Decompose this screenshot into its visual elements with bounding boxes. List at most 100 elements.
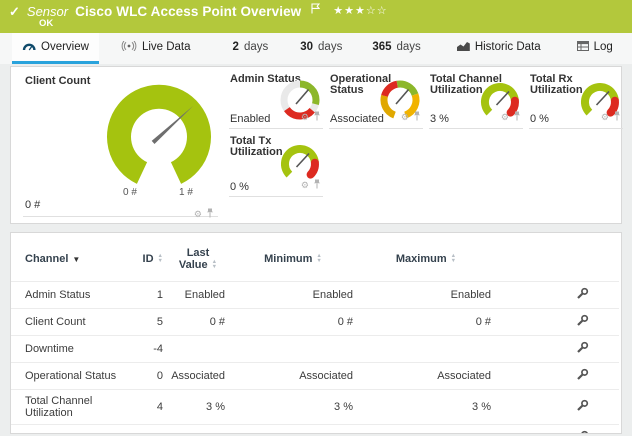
column-header-actions — [495, 233, 619, 282]
wrench-icon[interactable] — [576, 287, 589, 303]
table-header-row: Channel ▼ ID ▲ ▼ Last Value ▲ ▼ Minimum ▲ ▼ Max… — [11, 233, 619, 282]
tab-label: Live Data — [141, 41, 191, 53]
gear-icon[interactable]: ⚙ — [600, 111, 609, 122]
channel-id: 4 — [137, 389, 167, 425]
pin-icon[interactable] — [413, 108, 421, 126]
tab-2-days[interactable]: 2 days — [223, 33, 279, 64]
wrench-icon[interactable] — [576, 314, 589, 330]
status-ok-check-icon: ✓ — [9, 4, 20, 19]
last-value: 0 % — [167, 424, 229, 433]
column-header-minimum[interactable]: Minimum ▲ ▼ — [229, 233, 357, 282]
divider — [23, 216, 218, 217]
stars-empty: ☆☆ — [365, 5, 388, 17]
tab-log[interactable]: Log — [567, 33, 623, 64]
column-header-id[interactable]: ID ▲ ▼ — [137, 233, 167, 282]
maximum-value: Associated — [357, 362, 495, 390]
tab-label: Historic Data — [474, 41, 541, 53]
gear-icon[interactable]: ⚙ — [500, 111, 509, 122]
rx-utilization-gauge-chart — [580, 82, 619, 117]
channel-name[interactable]: Admin Status — [11, 281, 137, 309]
tab-label-number: 30 — [300, 41, 314, 53]
pin-icon[interactable] — [513, 108, 521, 126]
operational-status-gauge-chart — [380, 80, 420, 120]
table-row: Client Count 5 0 # 0 # 0 # — [11, 308, 619, 336]
gear-icon[interactable]: ⚙ — [300, 179, 309, 190]
bar-chart-icon — [456, 41, 470, 54]
gear-icon[interactable]: ⚙ — [300, 111, 309, 122]
channel-name[interactable]: Client Count — [11, 308, 137, 336]
sort-icon: ▲ ▼ — [157, 253, 163, 265]
column-header-last-value[interactable]: Last Value ▲ ▼ — [167, 233, 229, 282]
gauge-title: Client Count — [25, 75, 91, 87]
maximum-value: 3 % — [357, 389, 495, 425]
channel-table: Channel ▼ ID ▲ ▼ Last Value ▲ ▼ Minimum ▲ ▼ Max… — [11, 233, 619, 433]
tab-overview[interactable]: Overview — [12, 33, 99, 64]
gauge-title: Total Tx Utilization — [230, 135, 283, 158]
channel-id: 3 — [137, 424, 167, 433]
gauge-cell-operational-status: Operational Status Associated ⚙ — [327, 69, 423, 129]
priority-flag-icon[interactable] — [311, 1, 321, 19]
minimum-value: Associated — [229, 362, 357, 390]
channel-name[interactable]: Total Channel Utilization — [11, 389, 137, 425]
tab-label: Overview — [41, 41, 89, 53]
tab-historic-data[interactable]: Historic Data — [447, 33, 551, 64]
last-value: 3 % — [167, 389, 229, 425]
gauge-title: Total Channel Utilization — [430, 73, 502, 96]
object-kind-label: Sensor — [26, 4, 69, 19]
wrench-icon[interactable] — [576, 368, 589, 384]
column-header-maximum[interactable]: Maximum ▲ ▼ — [357, 233, 495, 282]
table-row: Total Rx Utilization 3 0 % 0 % 0 % — [11, 424, 619, 433]
pin-icon[interactable] — [613, 108, 621, 126]
tab-label-unit: days — [243, 41, 269, 53]
broadcast-icon — [121, 40, 137, 54]
tab-label-number: 2 — [232, 41, 239, 53]
tab-label-unit: days — [318, 41, 343, 53]
minimum-value: 3 % — [229, 389, 357, 425]
wrench-icon[interactable] — [576, 341, 589, 357]
minimum-value: 0 # — [229, 308, 357, 336]
column-label: Channel — [25, 253, 69, 265]
sort-icon: ▲ ▼ — [211, 259, 218, 271]
column-label: Last — [186, 247, 210, 259]
minimum-value: 0 % — [229, 424, 357, 433]
tab-30-days[interactable]: 30 days — [290, 33, 352, 64]
gauge-cell-total-rx-utilization: Total Rx Utilization 0 % ⚙ — [527, 69, 623, 129]
tab-365-days[interactable]: 365 days — [362, 33, 430, 64]
pin-icon[interactable] — [313, 176, 321, 194]
stars-filled: ★★★ — [333, 5, 366, 17]
sort-caret-icon: ▼ — [72, 255, 81, 264]
channel-id: 1 — [137, 281, 167, 309]
divider — [229, 128, 323, 129]
last-value: 0 # — [167, 308, 229, 336]
gauge-cell-admin-status: Admin Status Enabled ⚙ — [227, 69, 323, 129]
tab-live-data[interactable]: Live Data — [111, 33, 201, 64]
channel-name[interactable]: Operational Status — [11, 362, 137, 390]
channel-id: 0 — [137, 362, 167, 390]
table-row: Total Channel Utilization 4 3 % 3 % 3 % — [11, 389, 619, 425]
gear-icon[interactable]: ⚙ — [400, 111, 409, 122]
tab-label-unit: days — [396, 41, 421, 53]
gauges-panel: Client Count 0 # 1 # 0 # ⚙ Admin Status … — [10, 66, 623, 224]
column-label: Minimum — [264, 253, 313, 265]
tab-label: Log — [593, 41, 613, 53]
gauge-current-value: 3 % — [430, 113, 449, 125]
priority-stars[interactable]: ★★★☆☆ — [333, 4, 387, 17]
maximum-value: Enabled — [357, 281, 495, 309]
last-value: Enabled — [167, 281, 229, 309]
sort-icon: ▲ ▼ — [316, 253, 322, 265]
column-header-channel[interactable]: Channel ▼ — [11, 233, 137, 282]
channel-name[interactable]: Total Rx Utilization — [11, 424, 137, 433]
channel-id: 5 — [137, 308, 167, 336]
channel-name[interactable]: Downtime — [11, 335, 137, 363]
pin-icon[interactable] — [206, 205, 214, 223]
column-label: Maximum — [395, 253, 447, 265]
divider — [429, 128, 523, 129]
gauge-current-value: 0 # — [25, 199, 41, 211]
channel-utilization-gauge-chart — [480, 82, 519, 117]
tab-bar: Overview Live Data 2 days 30 days 365 da… — [0, 33, 632, 64]
table-row: Downtime -4 — [11, 335, 619, 363]
divider — [229, 196, 323, 197]
gear-icon[interactable]: ⚙ — [193, 208, 202, 219]
pin-icon[interactable] — [313, 108, 321, 126]
wrench-icon[interactable] — [576, 399, 589, 415]
